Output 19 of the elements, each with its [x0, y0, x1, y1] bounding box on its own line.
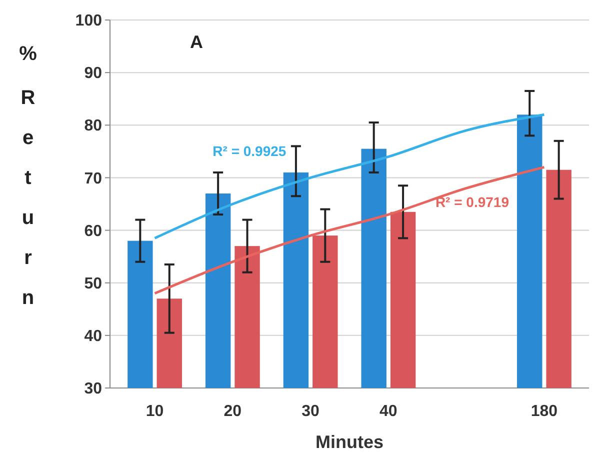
x-tick-label: 180 — [530, 403, 558, 420]
x-axis-title: Minutes — [315, 432, 384, 452]
annotation: A — [190, 32, 203, 52]
y-axis-title: % Return — [19, 43, 38, 309]
x-tick-label: 40 — [380, 403, 398, 420]
y-tick-label: 30 — [84, 380, 102, 398]
x-tick-label: 30 — [302, 403, 320, 420]
y-tick-label: 80 — [84, 118, 102, 135]
y-tick-label: 50 — [84, 275, 102, 292]
x-tick-label: 20 — [224, 403, 242, 420]
y-tick-label: 90 — [84, 65, 102, 82]
y-tick-label: 100 — [75, 12, 102, 30]
y-tick-label: 40 — [84, 328, 102, 346]
line-series — [154, 113, 546, 240]
line-series — [154, 166, 546, 295]
x-tick-label: 10 — [146, 403, 164, 420]
y-tick-label: 70 — [84, 170, 102, 188]
y-tick-label: 60 — [84, 222, 102, 240]
annotation: R² = 0.9925 — [212, 143, 286, 159]
